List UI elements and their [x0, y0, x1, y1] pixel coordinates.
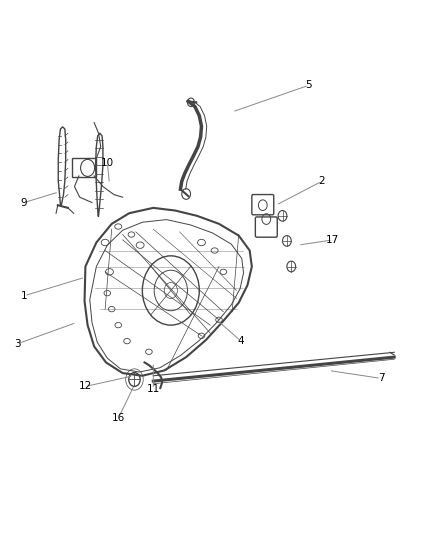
Text: 16: 16: [112, 414, 125, 423]
Text: 3: 3: [14, 339, 21, 349]
Text: 4: 4: [237, 336, 244, 346]
Text: 1: 1: [21, 291, 28, 301]
Text: 17: 17: [326, 235, 339, 245]
Text: 2: 2: [318, 176, 325, 186]
Text: 5: 5: [305, 80, 312, 90]
Text: 7: 7: [378, 374, 385, 383]
Text: 9: 9: [21, 198, 28, 207]
Text: 12: 12: [79, 382, 92, 391]
Text: 11: 11: [147, 384, 160, 394]
Text: 10: 10: [101, 158, 114, 167]
Bar: [72, 158, 96, 177]
